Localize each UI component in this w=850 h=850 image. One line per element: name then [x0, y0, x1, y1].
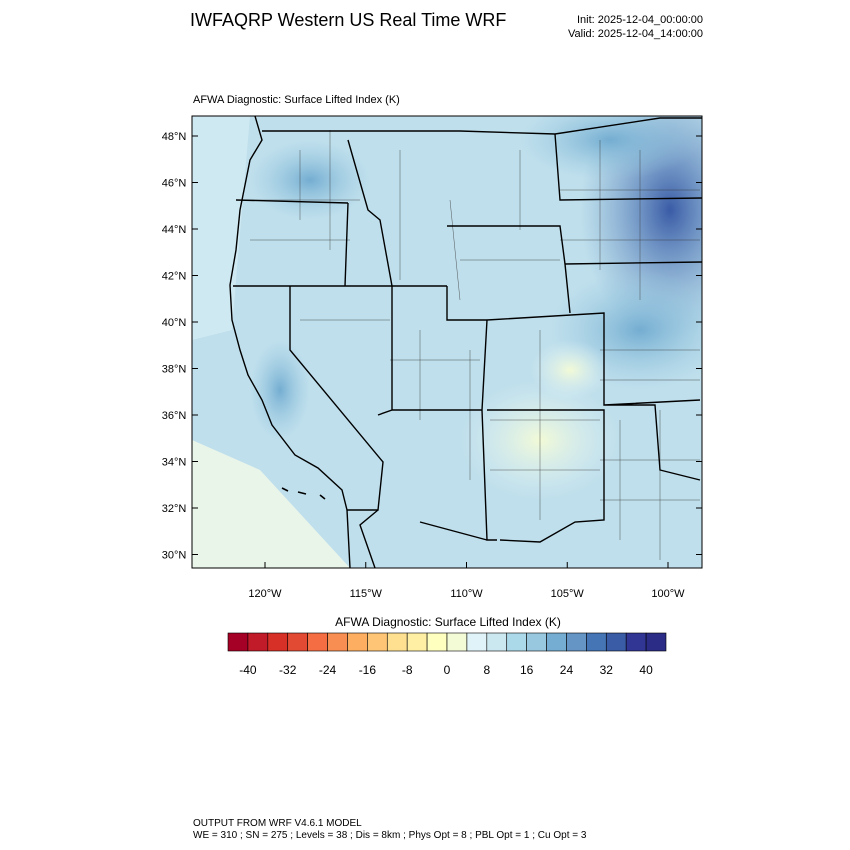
- colorbar-swatch: [307, 632, 328, 652]
- colorbar-swatch: [526, 632, 547, 652]
- colorbar-swatch: [586, 632, 607, 652]
- colorbar-swatch: [426, 632, 448, 652]
- colorbar-label: 0: [444, 663, 451, 677]
- lat-label: 48°N: [162, 131, 187, 143]
- lon-label: 120°W: [248, 588, 282, 600]
- colorbar-title: AFWA Diagnostic: Surface Lifted Index (K…: [335, 615, 561, 629]
- init-time: Init: 2025-12-04_00:00:00: [577, 14, 703, 26]
- lat-label: 40°N: [162, 317, 187, 329]
- colorbar-label: 40: [639, 663, 653, 677]
- colorbar-swatch: [386, 632, 408, 652]
- colorbar-label: 24: [560, 663, 574, 677]
- colorbar-swatch: [267, 632, 289, 652]
- colorbar-swatch: [287, 632, 308, 652]
- colorbar-label: -32: [279, 663, 297, 677]
- colorbar-label: -8: [402, 663, 413, 677]
- colorbar-swatch: [645, 632, 667, 652]
- lat-label: 30°N: [162, 550, 187, 562]
- lon-label: 110°W: [450, 588, 483, 600]
- lat-label: 36°N: [162, 410, 187, 422]
- lat-label: 32°N: [162, 503, 187, 515]
- colorbar-swatch: [247, 632, 269, 652]
- colorbar-swatch: [486, 632, 508, 652]
- colorbar-label: 8: [483, 663, 490, 677]
- colorbar: -40 -32 -24 -16 -8 0 8 16 24 32 40: [227, 632, 667, 677]
- colorbar-swatch: [406, 632, 428, 652]
- map: [192, 116, 702, 568]
- colorbar-label: -24: [319, 663, 337, 677]
- footer-line: WE = 310 ; SN = 275 ; Levels = 38 ; Dis …: [193, 830, 587, 841]
- colorbar-swatch: [327, 632, 348, 652]
- colorbar-swatch: [367, 632, 388, 652]
- lon-label: 100°W: [651, 588, 685, 600]
- lon-label: 115°W: [350, 588, 383, 600]
- colorbar-label: -16: [359, 663, 377, 677]
- valid-time: Valid: 2025-12-04_14:00:00: [568, 28, 703, 40]
- colorbar-label: 32: [600, 663, 614, 677]
- colorbar-swatch: [625, 632, 647, 652]
- lat-label: 38°N: [162, 364, 187, 376]
- map-frame: [191, 115, 703, 569]
- colorbar-label: -40: [239, 663, 257, 677]
- colorbar-swatch: [546, 632, 567, 652]
- title: IWFAQRP Western US Real Time WRF: [190, 10, 506, 30]
- map-title: AFWA Diagnostic: Surface Lifted Index (K…: [193, 94, 400, 106]
- map-axes: 48°N 46°N 44°N 42°N 40°N 38°N 36°N 34°N 32°N 30°N…: [162, 131, 702, 600]
- lon-label: 105°W: [551, 588, 585, 600]
- colorbar-label: 16: [520, 663, 534, 677]
- lat-label: 46°N: [162, 178, 187, 190]
- colorbar-swatch: [227, 632, 249, 652]
- colorbar-swatch: [506, 632, 527, 652]
- lat-label: 42°N: [162, 271, 187, 283]
- footer-line: OUTPUT FROM WRF V4.6.1 MODEL: [193, 818, 362, 829]
- colorbar-swatch: [466, 632, 488, 652]
- colorbar-swatch: [347, 632, 368, 652]
- colorbar-swatch: [605, 632, 627, 652]
- lat-label: 44°N: [162, 224, 187, 236]
- colorbar-swatch: [446, 632, 468, 652]
- colorbar-swatch: [566, 632, 587, 652]
- lat-label: 34°N: [162, 457, 187, 469]
